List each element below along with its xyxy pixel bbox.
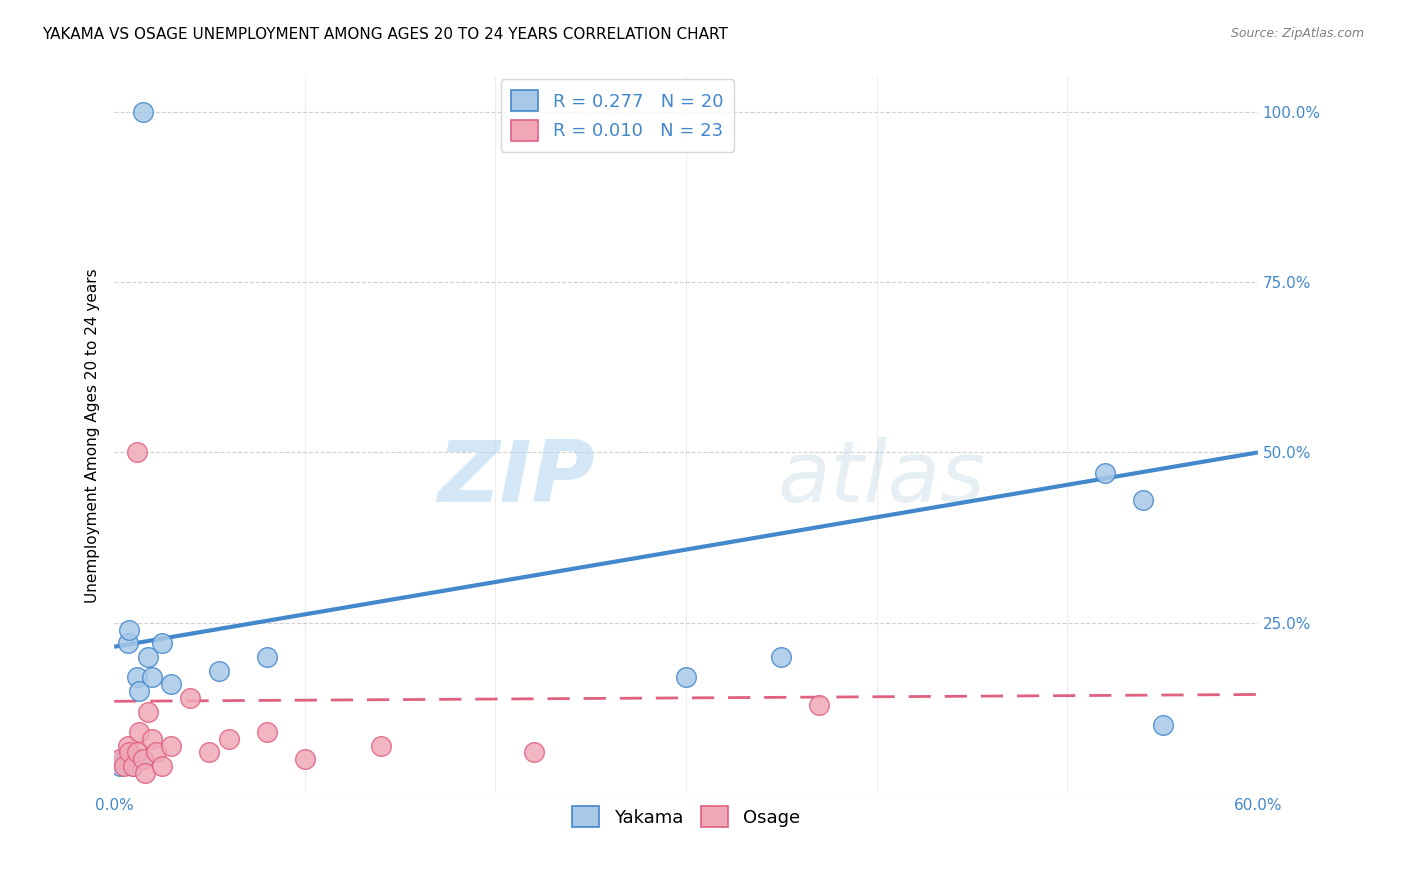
- Point: [108, 752, 131, 766]
- Point: [770, 650, 793, 665]
- Point: [125, 670, 148, 684]
- Point: [112, 752, 135, 766]
- Point: [256, 650, 278, 665]
- Point: [150, 759, 173, 773]
- Point: [198, 746, 221, 760]
- Point: [141, 670, 163, 684]
- Point: [256, 725, 278, 739]
- Point: [145, 746, 167, 760]
- Point: [132, 104, 155, 119]
- Point: [218, 731, 240, 746]
- Point: [125, 746, 148, 760]
- Point: [1152, 718, 1174, 732]
- Point: [294, 752, 316, 766]
- Point: [132, 752, 155, 766]
- Point: [117, 636, 139, 650]
- Point: [160, 739, 183, 753]
- Point: [118, 746, 141, 760]
- Point: [138, 705, 160, 719]
- Text: YAKAMA VS OSAGE UNEMPLOYMENT AMONG AGES 20 TO 24 YEARS CORRELATION CHART: YAKAMA VS OSAGE UNEMPLOYMENT AMONG AGES …: [42, 27, 728, 42]
- Point: [134, 765, 156, 780]
- Point: [122, 759, 145, 773]
- Y-axis label: Unemployment Among Ages 20 to 24 years: Unemployment Among Ages 20 to 24 years: [86, 268, 100, 603]
- Point: [132, 752, 155, 766]
- Point: [208, 664, 231, 678]
- Point: [160, 677, 183, 691]
- Point: [125, 445, 148, 459]
- Point: [112, 759, 135, 773]
- Point: [179, 690, 201, 705]
- Legend: Yakama, Osage: Yakama, Osage: [565, 799, 807, 834]
- Point: [141, 731, 163, 746]
- Point: [1094, 466, 1116, 480]
- Point: [522, 746, 544, 760]
- Point: [150, 636, 173, 650]
- Point: [128, 725, 150, 739]
- Point: [370, 739, 392, 753]
- Text: atlas: atlas: [778, 437, 986, 520]
- Point: [675, 670, 697, 684]
- Point: [122, 759, 145, 773]
- Point: [1132, 493, 1154, 508]
- Text: Source: ZipAtlas.com: Source: ZipAtlas.com: [1230, 27, 1364, 40]
- Point: [138, 650, 160, 665]
- Point: [118, 623, 141, 637]
- Point: [108, 759, 131, 773]
- Point: [128, 684, 150, 698]
- Point: [808, 698, 831, 712]
- Text: ZIP: ZIP: [437, 437, 595, 520]
- Point: [117, 739, 139, 753]
